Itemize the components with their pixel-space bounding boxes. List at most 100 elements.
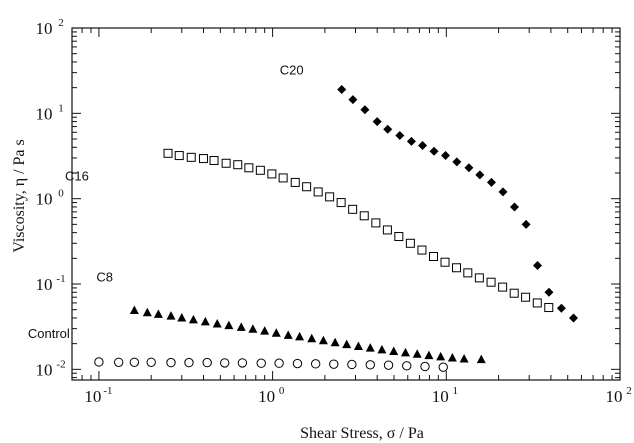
data-point <box>318 335 328 345</box>
data-point <box>166 311 176 320</box>
data-point <box>348 204 358 214</box>
y-tick-exponent: -1 <box>56 273 65 285</box>
data-point <box>486 177 496 187</box>
data-point <box>337 85 347 95</box>
data-point <box>556 303 566 313</box>
series-label-control: Control <box>28 326 70 341</box>
data-point <box>184 357 194 368</box>
data-point <box>521 219 531 229</box>
data-point <box>382 225 392 235</box>
data-point <box>452 263 462 273</box>
data-point <box>509 288 519 298</box>
data-point <box>236 322 246 331</box>
data-point <box>142 307 152 317</box>
y-tick-label: 10 <box>36 19 53 38</box>
x-tick-label: 10 <box>606 387 623 406</box>
data-point <box>274 358 284 368</box>
data-point <box>202 357 212 368</box>
data-point <box>353 341 363 351</box>
data-point <box>295 331 305 341</box>
data-point <box>436 351 446 361</box>
data-point <box>383 360 394 370</box>
data-point <box>233 160 243 170</box>
data-point <box>498 282 508 292</box>
data-point <box>438 362 448 372</box>
data-point <box>292 358 303 369</box>
y-tick-label: 10 <box>36 275 53 294</box>
data-point <box>447 352 457 362</box>
data-point <box>474 273 484 283</box>
x-tick-exponent: 0 <box>279 385 285 397</box>
data-point <box>186 152 196 162</box>
data-point <box>237 358 248 368</box>
data-point <box>248 324 258 333</box>
data-point <box>244 163 254 173</box>
data-point <box>405 238 415 248</box>
data-point <box>255 165 265 175</box>
data-point <box>429 146 439 156</box>
data-point <box>310 359 321 369</box>
data-point <box>212 318 222 328</box>
data-point <box>440 257 450 267</box>
data-point <box>365 343 375 352</box>
data-point <box>420 361 430 372</box>
data-point <box>129 305 139 314</box>
data-point <box>377 344 387 354</box>
data-point <box>198 154 208 164</box>
data-point <box>290 177 300 187</box>
x-tick-exponent: 2 <box>626 385 632 397</box>
data-point <box>342 339 352 349</box>
data-point <box>153 309 163 318</box>
data-point <box>463 268 473 278</box>
data-point <box>452 157 462 167</box>
y-tick-exponent: 0 <box>58 188 64 200</box>
data-point <box>441 151 451 161</box>
y-axis-title: Viscosity, η / Pa s <box>11 139 28 252</box>
data-point <box>498 187 508 197</box>
data-point <box>267 169 277 179</box>
plot-frame <box>71 27 621 381</box>
x-tick-exponent: -1 <box>103 385 112 397</box>
y-tick-label: 10 <box>36 190 53 209</box>
x-axis-title: Shear Stress, σ / Pa <box>300 425 424 442</box>
data-point <box>336 198 346 208</box>
x-tick-exponent: 1 <box>453 385 459 397</box>
data-point <box>271 328 281 337</box>
plot-border <box>71 27 621 381</box>
data-point <box>395 130 405 140</box>
data-point <box>418 140 428 150</box>
data-point <box>177 312 187 322</box>
data-point <box>307 333 317 343</box>
series-label-c20: C20 <box>280 63 304 78</box>
data-point <box>533 260 543 270</box>
data-point <box>569 313 579 323</box>
data-point <box>359 211 369 221</box>
y-tick-label: 10 <box>36 360 53 379</box>
data-point <box>221 158 231 168</box>
data-point <box>283 330 293 339</box>
y-tick-label: 10 <box>36 104 53 123</box>
data-point <box>486 277 496 287</box>
data-point <box>302 182 312 192</box>
series-labels: C20 C16 C8 Control <box>28 63 304 341</box>
data-point <box>372 117 382 127</box>
series-control <box>94 357 448 372</box>
data-point <box>424 350 434 360</box>
y-tick-exponent: -2 <box>56 358 65 370</box>
data-point <box>278 173 288 183</box>
data-point <box>163 148 173 158</box>
data-point <box>383 124 393 134</box>
series-c16 <box>163 148 554 313</box>
data-point <box>365 360 375 370</box>
data-point <box>417 245 427 255</box>
y-tick-exponent: 1 <box>58 102 64 114</box>
data-point <box>166 357 176 368</box>
data-point <box>510 202 520 212</box>
x-axis-ticks: 10 -1 10 0 10 1 10 2 <box>71 28 632 406</box>
data-point <box>260 326 270 335</box>
series-label-c16: C16 <box>65 168 89 183</box>
data-marks <box>94 85 579 372</box>
data-point <box>329 359 339 369</box>
data-point <box>544 287 554 297</box>
